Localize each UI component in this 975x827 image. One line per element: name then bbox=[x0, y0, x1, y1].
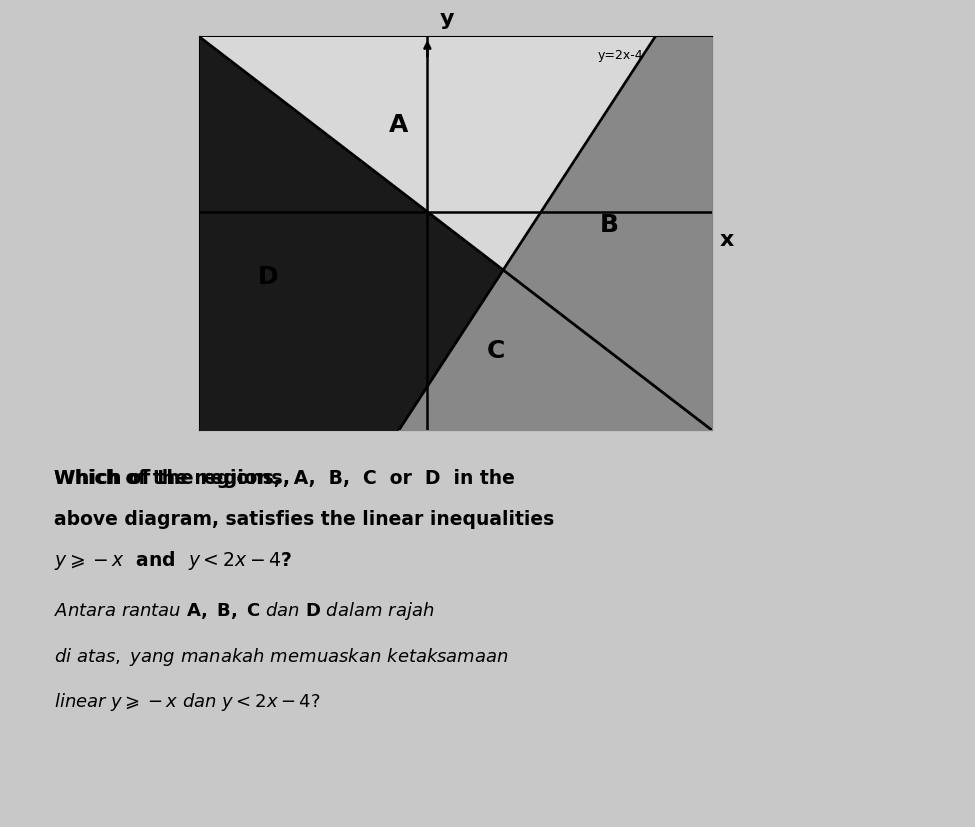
Text: $Antara\ rantau\ \mathbf{A,\ B,\ C}\ dan\ \mathbf{D}\ dalam\ rajah$: $Antara\ rantau\ \mathbf{A,\ B,\ C}\ dan… bbox=[54, 600, 434, 622]
Text: $y \geqslant -x$  and  $y < 2x - 4$?: $y \geqslant -x$ and $y < 2x - 4$? bbox=[54, 549, 292, 572]
Text: A: A bbox=[389, 112, 409, 136]
Text: y: y bbox=[440, 9, 453, 29]
Text: Which of the regions,  A,  B,  C  or  D  in the: Which of the regions, A, B, C or D in th… bbox=[54, 469, 515, 488]
Text: D: D bbox=[257, 265, 279, 289]
Text: B: B bbox=[600, 213, 619, 237]
Text: above diagram, satisfies the linear inequalities: above diagram, satisfies the linear ineq… bbox=[54, 510, 554, 529]
Text: $di\ atas,\ yang\ manakah\ memuaskan\ ketaksamaan$: $di\ atas,\ yang\ manakah\ memuaskan\ ke… bbox=[54, 646, 508, 667]
Text: Which of the regions,: Which of the regions, bbox=[54, 469, 303, 488]
Text: $linear\ y \geqslant -x\ dan\ y < 2x - 4?$: $linear\ y \geqslant -x\ dan\ y < 2x - 4… bbox=[54, 691, 320, 713]
Text: x: x bbox=[720, 230, 734, 250]
Text: C: C bbox=[487, 339, 505, 364]
Text: y=2x-4: y=2x-4 bbox=[598, 49, 644, 62]
